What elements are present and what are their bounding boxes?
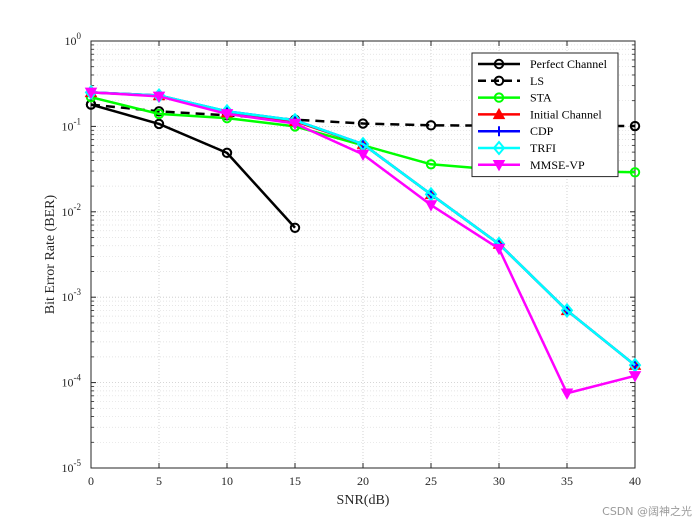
- x-tick-label: 25: [425, 474, 437, 488]
- x-tick-label: 10: [221, 474, 233, 488]
- data-point-trfi: [560, 302, 574, 318]
- y-tick-label: 10-1: [62, 116, 82, 133]
- data-point-sta: [629, 167, 641, 178]
- data-point-sta: [425, 159, 437, 170]
- data-point-mmse-vp: [220, 109, 234, 121]
- legend-marker-cdp: [494, 126, 504, 137]
- x-tick-label: 35: [561, 474, 573, 488]
- y-tick-label: 10-2: [62, 202, 82, 219]
- legend-label-mmse-vp: MMSE-VP: [530, 158, 585, 172]
- legend-item-sta: STA: [478, 91, 552, 105]
- data-point-perfect-channel: [153, 118, 165, 130]
- data-point-mmse-vp: [424, 200, 438, 212]
- legend-marker-mmse-vp: [492, 160, 506, 172]
- data-point-mmse-vp: [628, 371, 642, 383]
- data-point-ls: [629, 120, 641, 132]
- x-axis-label: SNR(dB): [337, 493, 390, 508]
- legend-label-perfect-channel: Perfect Channel: [530, 57, 608, 71]
- legend-label-sta: STA: [530, 91, 552, 105]
- series-line-perfect-channel: [90, 103, 296, 229]
- data-point-mmse-vp: [492, 243, 506, 256]
- legend-item-ls: LS: [478, 74, 544, 88]
- legend-marker-trfi: [492, 140, 506, 156]
- data-point-ls: [357, 118, 369, 129]
- data-point-perfect-channel: [221, 147, 233, 159]
- data-point-mmse-vp: [560, 388, 574, 400]
- legend-label-cdp: CDP: [530, 124, 554, 138]
- data-point-mmse-vp: [288, 118, 302, 131]
- y-tick-label: 10-4: [62, 373, 82, 390]
- data-point-mmse-vp: [84, 87, 98, 99]
- legend-item-initial-channel: Initial Channel: [478, 107, 602, 121]
- watermark: CSDN @阔神之光: [602, 505, 692, 518]
- legend-label-initial-channel: Initial Channel: [530, 107, 602, 121]
- legend-marker-ls: [493, 75, 505, 87]
- data-point-ls: [425, 120, 437, 131]
- x-tick-label: 5: [156, 474, 162, 488]
- y-tick-label: 100: [65, 31, 82, 48]
- legend-label-trfi: TRFI: [530, 141, 556, 155]
- x-tick-label: 0: [88, 474, 94, 488]
- x-tick-label: 30: [493, 474, 505, 488]
- y-tick-label: 10-5: [62, 458, 82, 475]
- data-point-mmse-vp: [152, 91, 166, 103]
- legend-label-ls: LS: [530, 74, 544, 88]
- legend-item-perfect-channel: Perfect Channel: [478, 57, 608, 71]
- legend-item-mmse-vp: MMSE-VP: [478, 158, 585, 172]
- tick-labels: 0 5 10 15 20 25 30 35 40 10-5 10-4 10-3 10-2 10-1 100: [62, 31, 642, 488]
- legend: Perfect Channel LS STA Initial Channel CDP TR…: [471, 52, 619, 178]
- legend-item-trfi: TRFI: [478, 140, 556, 156]
- legend-marker-perfect-channel: [493, 58, 505, 70]
- data-point-sta: [153, 108, 165, 120]
- x-tick-label: 20: [357, 474, 369, 488]
- legend-marker-sta: [493, 92, 505, 103]
- series-mmse-vp: [84, 87, 642, 400]
- tick-marks: [90, 40, 636, 469]
- legend-marker-initial-channel: [492, 107, 506, 120]
- legend-item-cdp: CDP: [478, 124, 554, 138]
- data-point-mmse-vp: [356, 149, 370, 161]
- plot-series: [84, 84, 642, 400]
- x-tick-label: 40: [629, 474, 641, 488]
- x-tick-label: 15: [289, 474, 301, 488]
- y-axis-label: Bit Error Rate (BER): [43, 194, 58, 314]
- y-tick-label: 10-3: [62, 287, 82, 304]
- series-line-trfi: [90, 91, 636, 367]
- data-point-perfect-channel: [289, 222, 301, 233]
